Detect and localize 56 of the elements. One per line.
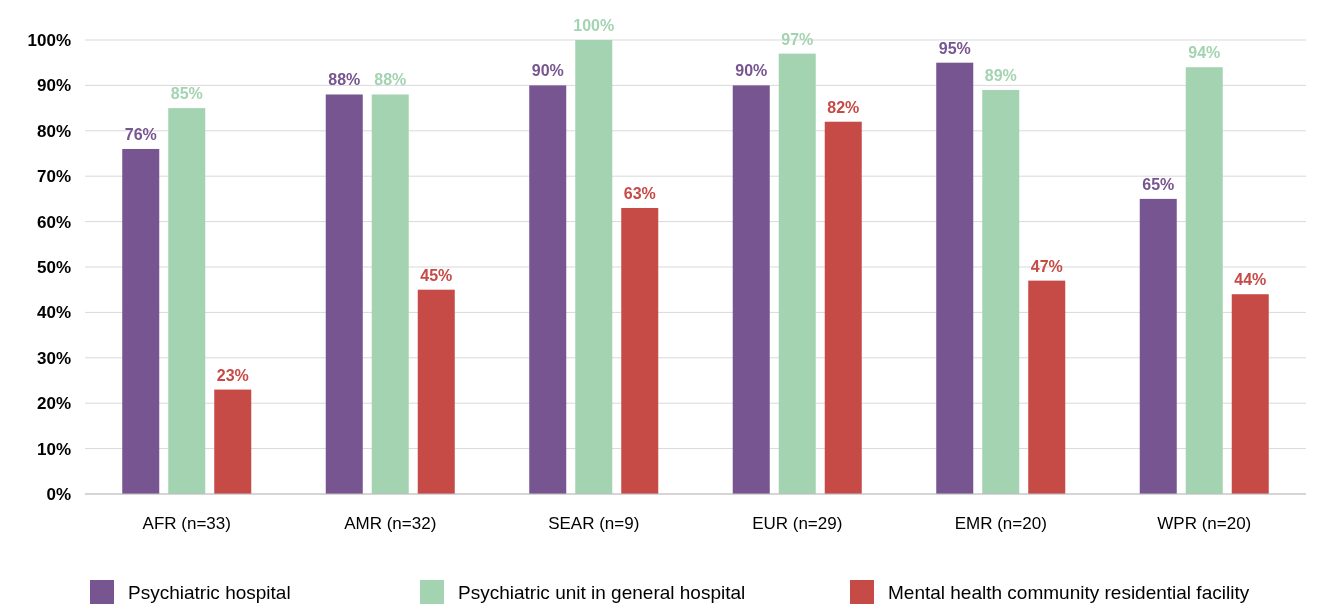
data-label: 23% [216,366,249,384]
bar [1139,198,1177,494]
bar [214,389,252,494]
data-label: 82% [827,98,860,116]
data-label: 45% [420,266,453,284]
data-label: 94% [1188,44,1221,62]
bar [778,53,816,494]
x-tick-label: EUR (n=29) [752,514,843,533]
data-label: 47% [1030,257,1063,275]
bar [371,94,409,494]
data-label: 65% [1142,175,1175,193]
y-tick-label: 80% [36,121,71,141]
x-tick-label: AMR (n=32) [344,514,437,533]
data-label: 88% [374,71,407,89]
x-tick-label: EMR (n=20) [954,514,1047,533]
x-tick-label: AFR (n=33) [142,514,231,533]
bar [1028,280,1066,494]
bar [325,94,363,494]
data-label: 44% [1234,271,1267,289]
bar [1185,67,1223,494]
y-tick-label: 10% [36,439,71,459]
legend-label: Psychiatric unit in general hospital [458,581,746,603]
data-label: 97% [781,30,814,48]
y-tick-label: 70% [36,167,71,187]
bar [982,89,1020,494]
bar [1231,294,1269,494]
bar [936,62,974,494]
y-tick-label: 20% [36,394,71,414]
bar [417,289,455,494]
y-tick-label: 50% [36,257,71,277]
legend-label: Mental health community residential facility [888,581,1250,603]
bar [122,148,160,494]
data-label: 88% [328,71,361,89]
data-label: 90% [531,62,564,80]
data-label: 100% [573,17,615,34]
data-label: 85% [170,85,203,103]
bar [621,207,659,494]
data-label: 76% [124,125,157,143]
data-label: 89% [984,66,1017,84]
y-tick-label: 30% [36,348,71,368]
y-tick-label: 60% [36,212,71,232]
bar [824,121,862,494]
bar [168,108,206,494]
y-tick-label: 0% [46,484,71,504]
bar [529,85,567,494]
data-label: 90% [735,62,768,80]
y-tick-label: 90% [36,76,71,96]
y-tick-label: 40% [36,303,71,323]
legend-label: Psychiatric hospital [128,581,291,603]
bar [732,85,770,494]
y-tick-label: 100% [27,30,71,50]
data-label: 95% [938,39,971,57]
bar [575,40,613,494]
data-label: 63% [623,184,656,202]
x-tick-label: WPR (n=20) [1157,514,1252,533]
x-tick-label: SEAR (n=9) [548,514,640,533]
